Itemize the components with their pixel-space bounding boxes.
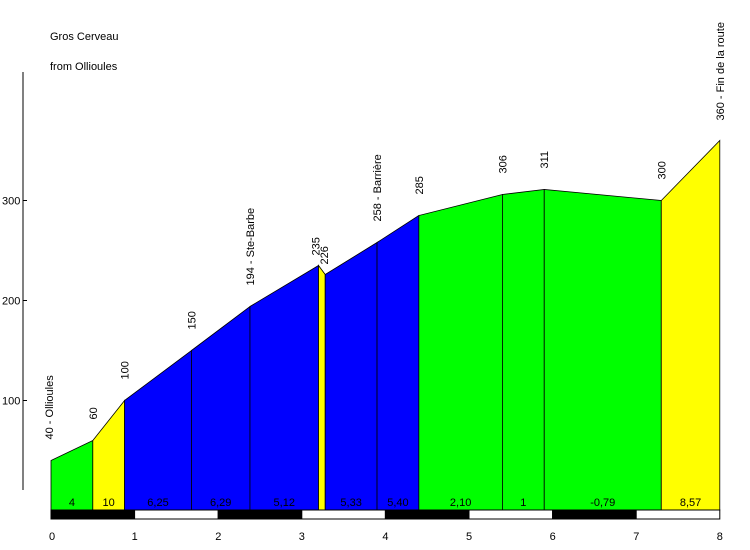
x-tick-label-3: 3 [299,531,305,543]
altitude-label-3: 100 [120,361,132,379]
chart-title: Gros Cerveau [50,31,119,43]
gradient-label-3: 6,25 [147,497,168,509]
distance-bar-km-4 [301,509,386,520]
x-tick-label-0: 0 [49,531,55,543]
x-tick-label-8: 8 [717,531,723,543]
profile-segment-12 [660,139,721,511]
gradient-label-2: 10 [103,497,115,509]
altitude-label-9: 285 [414,176,426,194]
gradient-label-8: 5,40 [387,497,408,509]
altitude-label-7: 226 [319,246,331,264]
distance-bar-km-6 [468,509,554,520]
profile-segment-11 [543,189,662,511]
x-tick-label-1: 1 [132,531,138,543]
x-tick-label-7: 7 [633,531,639,543]
y-tick-label-100: 100 [2,396,20,408]
y-tick-label-300: 300 [2,196,20,208]
altitude-label-2: 60 [88,407,100,419]
gradient-label-4: 6,29 [210,497,231,509]
profile-segment-10 [502,189,545,511]
x-tick-label-6: 6 [550,531,556,543]
distance-bar-km-2 [134,509,219,520]
distance-bar-km-5 [384,509,470,520]
altitude-label-4: 150 [186,311,198,329]
altitude-label-10: 306 [497,155,509,173]
gradient-label-11: -0,79 [590,497,615,509]
profile-segment-5 [249,264,319,511]
altitude-label-12: 300 [656,161,668,179]
x-tick-label-4: 4 [382,531,388,543]
gradient-label-5: 5,12 [274,497,295,509]
altitude-label-11: 311 [539,151,551,169]
profile-segment-4 [191,305,251,511]
gradient-label-12: 8,57 [680,497,701,509]
altitude-label-13: 360 - Fin de la route [715,22,727,120]
profile-segment-9 [418,193,503,511]
altitude-label-1: 40 - Ollioules [44,375,56,440]
x-tick-label-2: 2 [215,531,221,543]
x-tick-label-5: 5 [466,531,472,543]
gradient-label-9: 2,10 [450,497,471,509]
gradient-label-7: 5,33 [340,497,361,509]
profile-segment-6 [318,264,326,511]
profile-segment-3 [124,349,192,511]
distance-bar-km-7 [552,509,637,520]
distance-bar-km-1 [50,509,136,520]
profile-segment-7 [324,241,378,511]
altitude-label-6: 235 [311,237,323,255]
distance-bar-km-3 [217,509,303,520]
profile-segment-8 [376,214,420,511]
altitude-label-5: 194 - Ste-Barbe [245,208,257,286]
gradient-label-1: 4 [69,497,75,509]
y-tick-label-200: 200 [2,296,20,308]
distance-bar-km-8 [635,509,721,520]
chart-subtitle: from Ollioules [50,61,118,73]
altitude-label-8: 258 - Barrière [372,154,384,221]
gradient-label-10: 1 [520,497,526,509]
